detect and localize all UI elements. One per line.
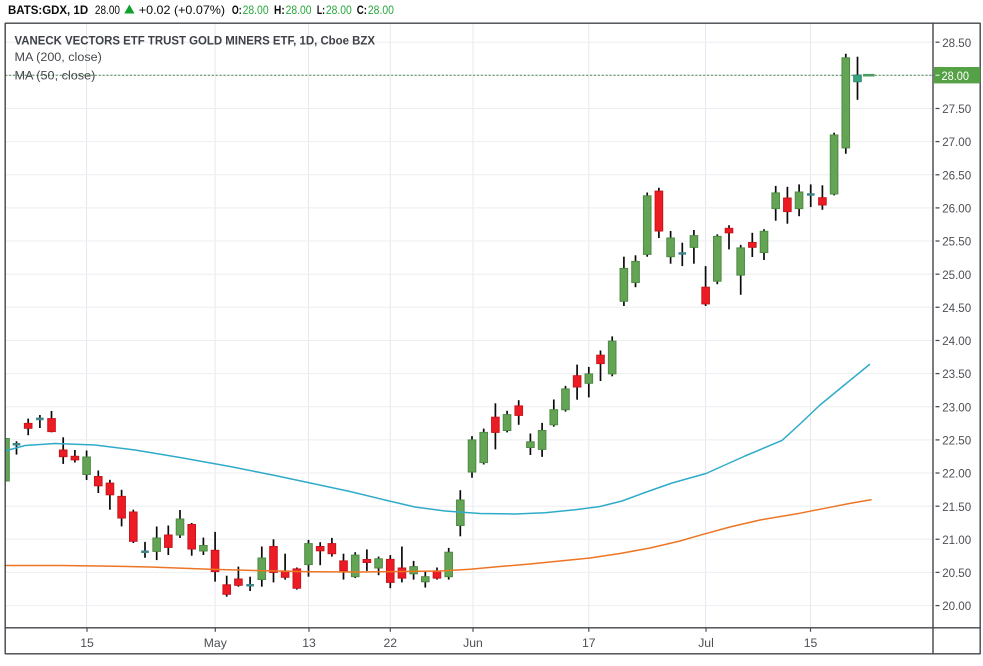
svg-text:17: 17 bbox=[582, 636, 596, 650]
svg-text:28.00: 28.00 bbox=[368, 4, 394, 17]
svg-text:O:: O: bbox=[232, 4, 242, 17]
svg-text:15: 15 bbox=[80, 636, 94, 650]
svg-text:22: 22 bbox=[384, 636, 398, 650]
svg-text:L:: L: bbox=[317, 4, 325, 17]
svg-text:28.00: 28.00 bbox=[942, 69, 970, 83]
svg-text:28.00: 28.00 bbox=[95, 4, 120, 17]
svg-text:21.00: 21.00 bbox=[942, 533, 971, 547]
svg-text:BATS:GDX, 1D: BATS:GDX, 1D bbox=[8, 3, 88, 17]
svg-text:25.00: 25.00 bbox=[942, 268, 971, 282]
svg-text:22.00: 22.00 bbox=[942, 467, 971, 481]
svg-text:Jul: Jul bbox=[698, 636, 714, 650]
svg-text:26.00: 26.00 bbox=[942, 202, 971, 216]
svg-text:C:: C: bbox=[357, 4, 367, 17]
svg-text:13: 13 bbox=[302, 636, 316, 650]
svg-text:24.50: 24.50 bbox=[942, 301, 971, 315]
svg-text:27.50: 27.50 bbox=[942, 102, 971, 116]
svg-text:28.00: 28.00 bbox=[243, 4, 269, 17]
svg-text:MA (200, close): MA (200, close) bbox=[15, 50, 102, 64]
svg-text:May: May bbox=[204, 636, 228, 650]
svg-text:28.50: 28.50 bbox=[942, 36, 971, 50]
svg-text:27.00: 27.00 bbox=[942, 135, 971, 149]
svg-text:25.50: 25.50 bbox=[942, 235, 971, 249]
svg-text:15: 15 bbox=[804, 636, 818, 650]
svg-text:28.00: 28.00 bbox=[286, 4, 312, 17]
svg-text:24.00: 24.00 bbox=[942, 334, 971, 348]
svg-text:20.50: 20.50 bbox=[942, 566, 971, 580]
svg-text:20.00: 20.00 bbox=[942, 599, 971, 613]
svg-text:21.50: 21.50 bbox=[942, 500, 971, 514]
svg-text:26.50: 26.50 bbox=[942, 168, 971, 182]
svg-text:H:: H: bbox=[274, 4, 285, 17]
svg-text:23.00: 23.00 bbox=[942, 400, 971, 414]
svg-text:28.00: 28.00 bbox=[326, 4, 352, 17]
svg-text:22.50: 22.50 bbox=[942, 434, 971, 448]
svg-text:Jun: Jun bbox=[463, 636, 483, 650]
svg-text:VANECK VECTORS ETF TRUST GOLD: VANECK VECTORS ETF TRUST GOLD MINERS ETF… bbox=[15, 34, 376, 48]
svg-text:MA (50, close): MA (50, close) bbox=[15, 69, 96, 83]
svg-text:+0.02 (+0.07%): +0.02 (+0.07%) bbox=[139, 4, 225, 17]
svg-text:23.50: 23.50 bbox=[942, 367, 971, 381]
